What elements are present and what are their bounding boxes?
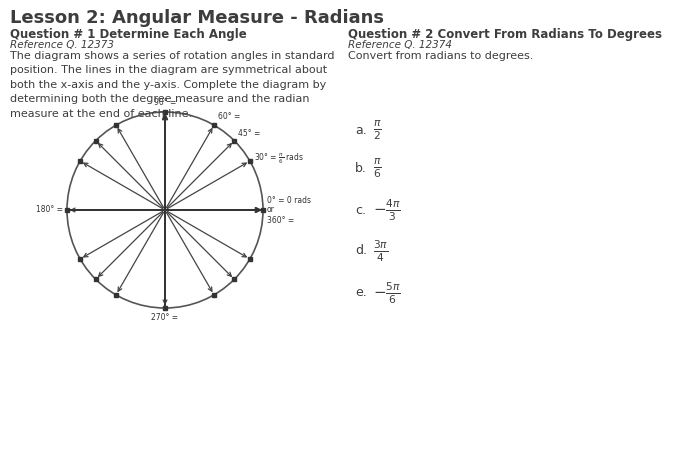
Text: $\frac{3\pi}{4}$: $\frac{3\pi}{4}$ (373, 238, 388, 264)
Text: 60° =: 60° = (218, 112, 240, 121)
Text: The diagram shows a series of rotation angles in standard
position. The lines in: The diagram shows a series of rotation a… (10, 51, 335, 119)
Text: 45° =: 45° = (238, 129, 261, 138)
Text: 30° = $\frac{\pi}{6}$ rads: 30° = $\frac{\pi}{6}$ rads (254, 152, 304, 166)
Text: d.: d. (355, 245, 367, 257)
Text: 0° = 0 rads: 0° = 0 rads (267, 196, 311, 205)
Text: e.: e. (355, 287, 367, 300)
Text: 270° =: 270° = (152, 313, 179, 322)
Text: Question # 2 Convert From Radians To Degrees: Question # 2 Convert From Radians To Deg… (348, 28, 662, 41)
Text: Question # 1 Determine Each Angle: Question # 1 Determine Each Angle (10, 28, 247, 41)
Text: a.: a. (355, 124, 367, 136)
Text: c.: c. (355, 203, 366, 217)
Text: 360° =: 360° = (267, 216, 295, 225)
Text: Reference Q. 12374: Reference Q. 12374 (348, 40, 452, 50)
Text: or: or (267, 206, 275, 214)
Text: Lesson 2: Angular Measure - Radians: Lesson 2: Angular Measure - Radians (10, 9, 384, 27)
Text: $\frac{\pi}{2}$: $\frac{\pi}{2}$ (373, 118, 382, 142)
Text: 180° =: 180° = (36, 206, 63, 214)
Text: Reference Q. 12373: Reference Q. 12373 (10, 40, 114, 50)
Text: Convert from radians to degrees.: Convert from radians to degrees. (348, 51, 534, 61)
Text: b.: b. (355, 162, 367, 174)
Text: 90° =: 90° = (154, 98, 176, 107)
Text: $-\frac{5\pi}{6}$: $-\frac{5\pi}{6}$ (373, 280, 401, 306)
Text: $-\frac{4\pi}{3}$: $-\frac{4\pi}{3}$ (373, 197, 401, 223)
Text: $\frac{\pi}{6}$: $\frac{\pi}{6}$ (373, 156, 382, 180)
